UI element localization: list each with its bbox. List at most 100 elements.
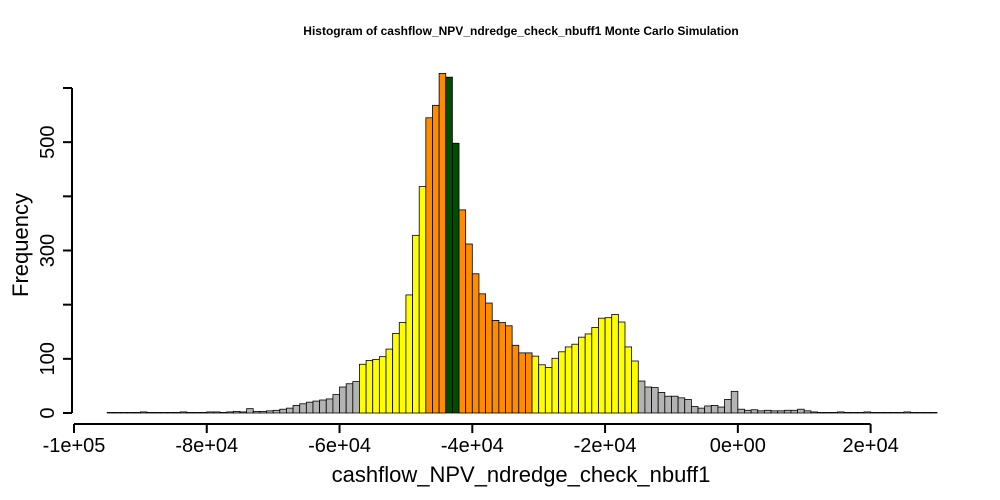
histogram-bar xyxy=(405,294,413,414)
histogram-bar xyxy=(710,405,719,414)
histogram-bar xyxy=(339,386,347,414)
histogram-bar xyxy=(451,142,460,414)
histogram-bar xyxy=(843,412,852,414)
histogram-bar xyxy=(929,412,938,414)
histogram-bar xyxy=(365,360,374,414)
x-tick-label: -4e+04 xyxy=(441,435,504,457)
histogram-bar xyxy=(584,333,593,414)
x-tick-label: 2e+04 xyxy=(843,435,899,457)
histogram-bar xyxy=(544,367,553,414)
y-tick-label: 100 xyxy=(37,342,59,375)
histogram-bar xyxy=(279,408,287,414)
histogram-bar xyxy=(478,293,486,414)
histogram-bar xyxy=(359,363,367,414)
histogram-bar xyxy=(139,411,148,414)
histogram-bar xyxy=(465,243,473,414)
histogram-bar xyxy=(637,380,646,414)
y-tick-label: 300 xyxy=(37,234,59,267)
histogram-bar xyxy=(445,76,453,414)
histogram-bar xyxy=(896,412,905,414)
histogram-bar xyxy=(491,319,500,414)
y-axis-label: Frequency xyxy=(8,193,33,297)
histogram-bar xyxy=(677,397,686,414)
x-tick-label: -8e+04 xyxy=(175,435,238,457)
y-tick-label: 500 xyxy=(37,125,59,158)
x-axis: -1e+05 -8e+04 -6e+04 -4e+04 -2e+04 0e+00 2e+04 xyxy=(43,423,899,457)
histogram-bar xyxy=(790,409,798,414)
histogram-bar xyxy=(292,405,301,414)
histogram-bar xyxy=(525,352,533,414)
histogram-bar xyxy=(352,381,360,414)
histogram-bar xyxy=(817,412,825,414)
histogram-bar xyxy=(823,412,832,414)
histogram-bar xyxy=(412,234,420,414)
histogram-bar xyxy=(372,358,380,414)
histogram-bar xyxy=(319,399,327,414)
histogram-bar xyxy=(551,357,560,414)
histogram-bar xyxy=(219,412,228,414)
histogram-bar xyxy=(332,394,340,414)
histogram-bar xyxy=(737,408,745,414)
histogram-bar xyxy=(744,409,752,414)
histogram-bar xyxy=(199,412,208,414)
histogram-bar xyxy=(120,412,128,414)
histogram-bar xyxy=(564,346,573,414)
histogram-bar xyxy=(392,332,400,414)
histogram-bar xyxy=(617,321,626,414)
histogram-bar xyxy=(259,410,267,414)
histogram-bar xyxy=(916,412,925,414)
histogram-bar xyxy=(146,412,155,414)
histogram-bar xyxy=(113,412,121,414)
histogram-bar xyxy=(724,399,732,414)
histogram-bar xyxy=(830,412,838,414)
histogram-bar xyxy=(418,186,427,414)
histogram-bar xyxy=(598,317,606,414)
histogram-bar xyxy=(757,410,765,414)
histogram-bar xyxy=(378,356,387,414)
histogram-bar xyxy=(558,351,566,414)
histogram-bar xyxy=(246,408,254,414)
histogram-bar xyxy=(810,411,818,414)
histogram-bar xyxy=(770,410,779,414)
histogram-bar xyxy=(783,409,792,414)
histogram-bar xyxy=(923,412,931,414)
histogram-bar xyxy=(890,412,898,414)
histogram-bar xyxy=(458,209,467,414)
x-tick-label: 0e+00 xyxy=(710,435,766,457)
histogram-bar xyxy=(133,412,141,414)
histogram-bar xyxy=(232,410,241,414)
histogram-bar xyxy=(704,405,712,414)
chart-title: Histogram of cashflow_NPV_ndredge_check_… xyxy=(303,24,738,38)
histogram-bar xyxy=(604,317,613,414)
histogram-bar xyxy=(883,412,891,414)
x-tick-label: -6e+04 xyxy=(308,435,371,457)
histogram-bar xyxy=(106,412,115,414)
histogram-bar xyxy=(870,412,878,414)
histogram-bar xyxy=(903,411,911,414)
histogram-bar xyxy=(717,406,725,414)
histogram-bar xyxy=(664,395,672,414)
histogram-bar xyxy=(425,117,433,414)
histogram-bar xyxy=(266,410,274,414)
histogram-bar xyxy=(325,398,334,414)
histogram-bar xyxy=(644,386,652,414)
histogram-bar xyxy=(312,400,321,414)
histogram-bar xyxy=(591,327,599,414)
histogram-bar xyxy=(239,411,248,414)
histogram-bar xyxy=(186,412,194,414)
histogram-bar xyxy=(179,411,188,414)
histogram-bar xyxy=(272,409,281,414)
histogram-bar xyxy=(837,411,845,414)
histogram-bar xyxy=(750,409,759,414)
histogram-bar xyxy=(252,410,261,414)
histogram-bar xyxy=(863,411,872,414)
histogram-bar xyxy=(485,302,493,414)
histogram-bar xyxy=(730,390,739,414)
histogram-bar xyxy=(611,314,619,414)
histogram-bar xyxy=(777,410,785,414)
histogram-bar xyxy=(305,401,314,414)
histogram-bar xyxy=(671,395,679,414)
histogram-bar xyxy=(206,411,214,414)
histogram-bar xyxy=(631,360,639,414)
